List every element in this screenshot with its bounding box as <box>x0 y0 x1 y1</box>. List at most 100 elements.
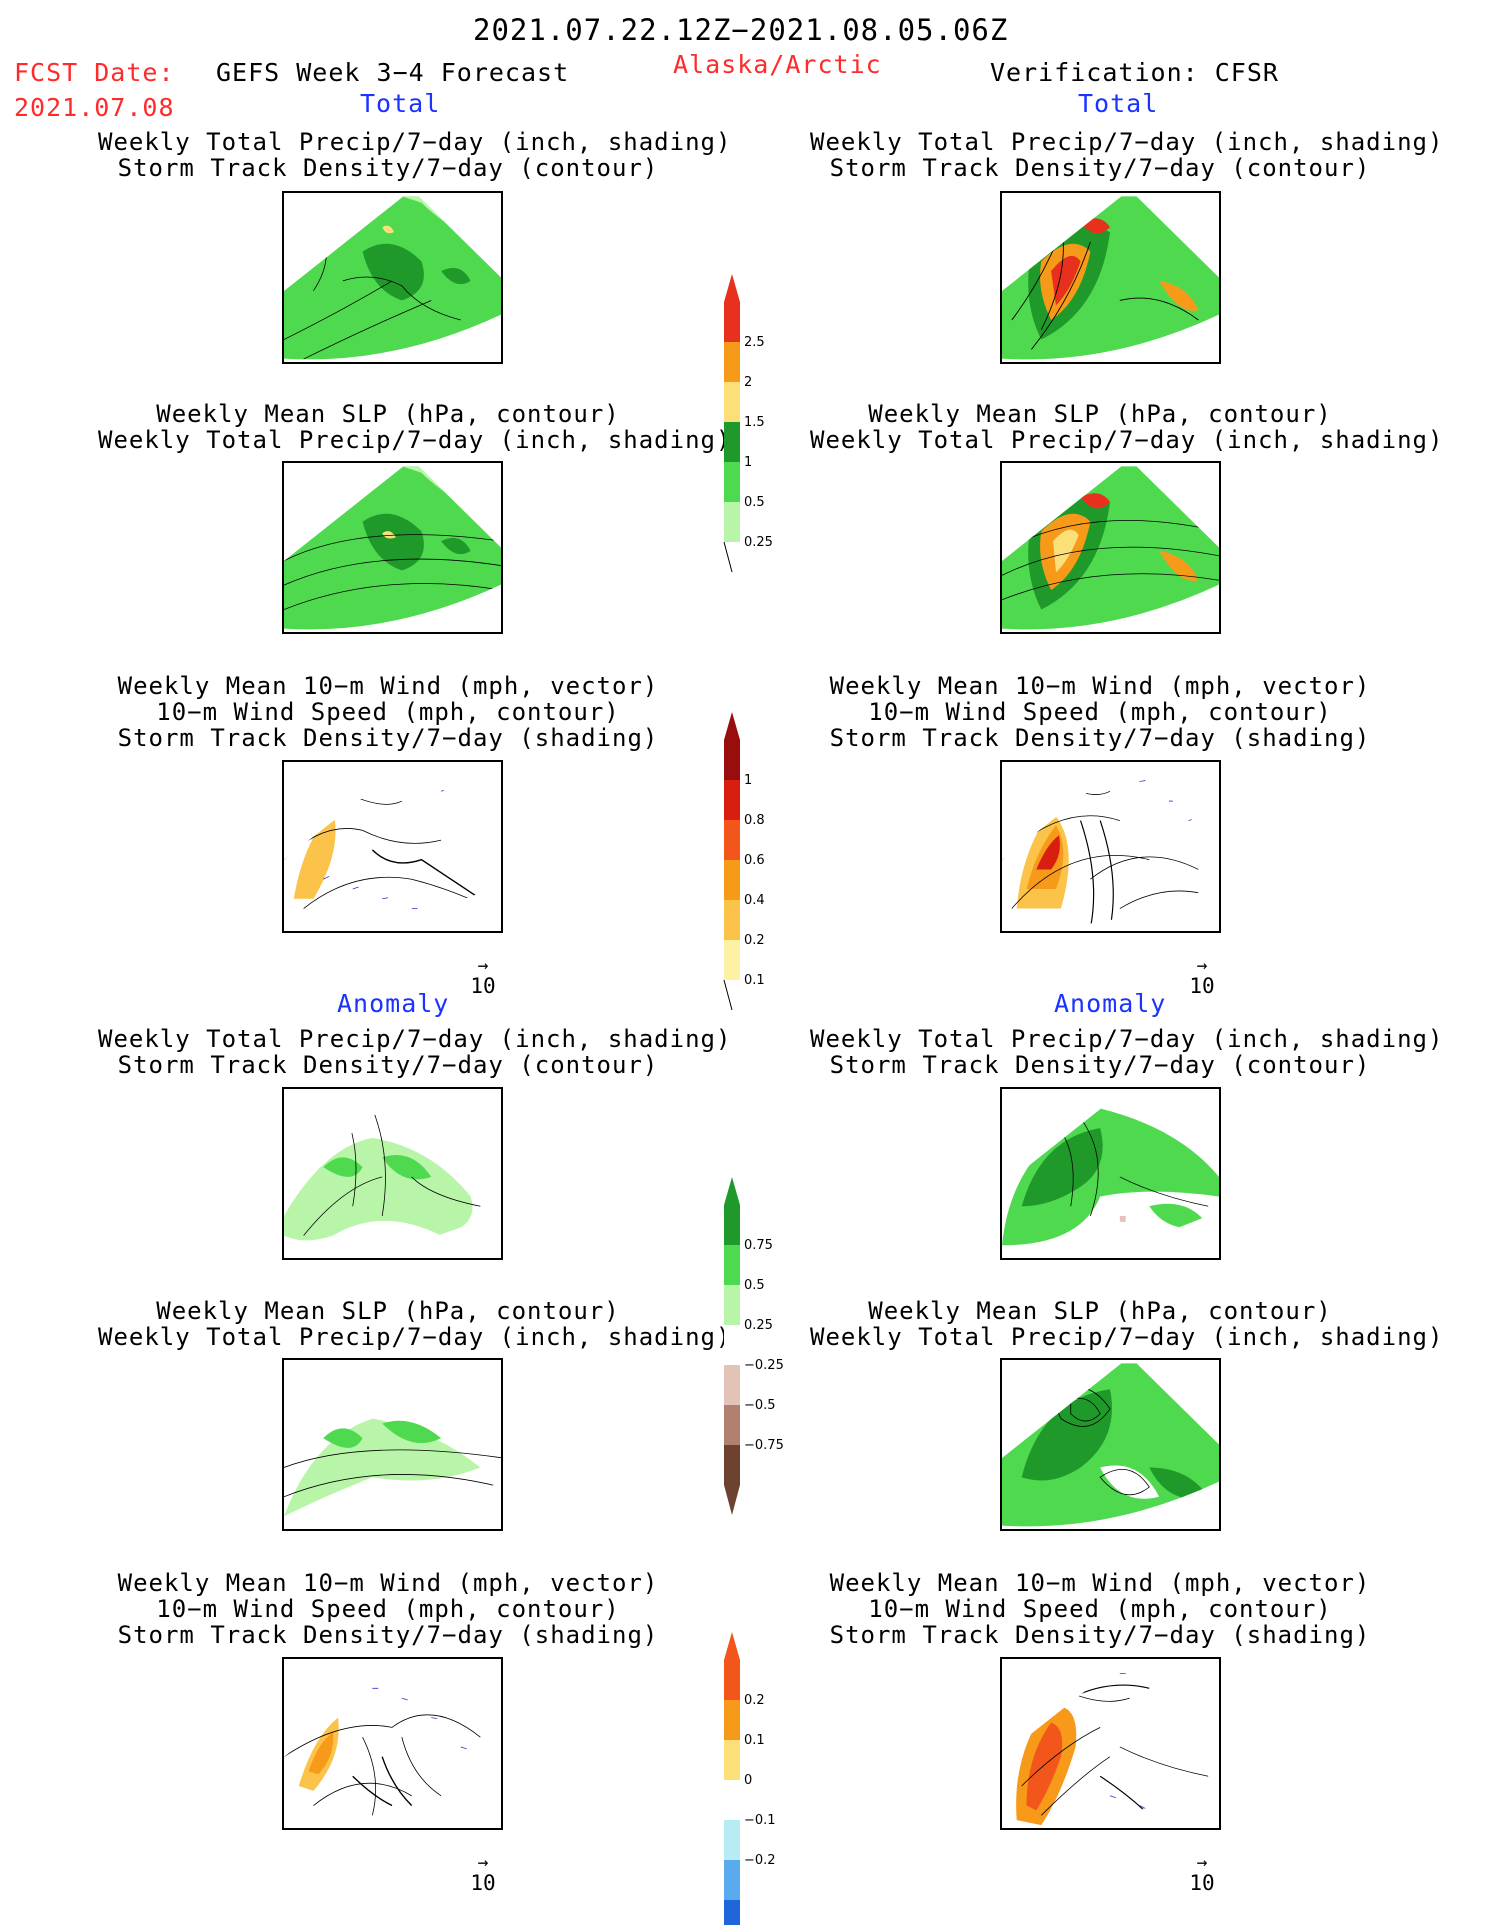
map-wind-total-fcst <box>282 760 503 933</box>
colorbar-segment <box>724 1405 740 1445</box>
vector-ref-anom-right: → 10 <box>1177 1854 1227 1896</box>
panel-title-line: Storm Track Density/7−day (contour) <box>829 1051 1371 1079</box>
period-title: 2021.07.22.12Z−2021.08.05.06Z <box>473 13 1009 47</box>
colorbar-segment <box>724 1700 740 1740</box>
colorbar-label: 0.2 <box>744 933 765 948</box>
colorbar-precip-anom: 0.75 0.5 0.25 −0.25 −0.5 −0.75 <box>724 1175 784 1515</box>
colorbar-storm-anom: 0.2 0.1 0 −0.1 −0.2 <box>724 1630 784 1925</box>
colorbar-label: 0.5 <box>744 495 765 510</box>
panel-title-line: Storm Track Density/7−day (contour) <box>829 154 1371 182</box>
colorbar-label: 0.1 <box>744 973 765 988</box>
arrow-right-icon: → <box>477 955 489 976</box>
model-label: GEFS Week 3−4 Forecast <box>216 58 570 87</box>
colorbar-top-triangle <box>724 1177 740 1205</box>
region-label: Alaska/Arctic <box>673 50 882 79</box>
colorbar-label: 1 <box>744 773 752 788</box>
panel-title-line: Storm Track Density/7−day (shading) <box>117 724 659 752</box>
panel-title-line: 10−m Wind Speed (mph, contour) <box>868 698 1332 726</box>
vector-ref-value: 10 <box>1189 974 1215 998</box>
panel-title-precip-storm-anom-right: Weekly Total Precip/7−day (inch, shading… <box>810 1025 1444 1079</box>
colorbar-precip-total: 2.5 2 1.5 1 0.5 0.25 <box>723 272 784 573</box>
colorbar-segment <box>724 1860 740 1900</box>
colorbar-label: 1.5 <box>744 415 765 430</box>
colorbar-segment <box>724 342 740 382</box>
colorbar-segment <box>724 900 740 940</box>
panel-title-line: 10−m Wind Speed (mph, contour) <box>868 1595 1332 1623</box>
fcst-date-value: 2021.07.08 <box>14 93 175 122</box>
colorbar-segment <box>724 1285 740 1325</box>
colorbar-label: −0.2 <box>744 1853 776 1868</box>
section-total-right: Total <box>1078 89 1159 118</box>
panel-title-slp-precip-total-right: Weekly Mean SLP (hPa, contour) Weekly To… <box>810 400 1442 453</box>
panel-title-line: Weekly Mean SLP (hPa, contour) <box>156 1297 620 1325</box>
fcst-date-label: FCST Date: <box>14 58 175 87</box>
colorbar-segment <box>724 302 740 342</box>
colorbar-segment <box>724 1205 740 1245</box>
panel-title-line: Storm Track Density/7−day (shading) <box>829 724 1371 752</box>
panel-title-slp-precip-total-left: Weekly Mean SLP (hPa, contour) Weekly To… <box>98 400 732 454</box>
vector-ref-total-right: → 10 <box>1177 955 1227 999</box>
panel-title-wind-anom-left: Weekly Mean 10−m Wind (mph, vector) 10−m… <box>98 1570 678 1648</box>
map-precip-storm-total-fcst <box>282 191 503 364</box>
verification-label: Verification: CFSR <box>990 58 1279 87</box>
arrow-right-icon: → <box>477 1852 489 1873</box>
vector-ref-value: 10 <box>470 974 496 998</box>
panel-title-slp-precip-anom-left: Weekly Mean SLP (hPa, contour) Weekly To… <box>98 1297 730 1350</box>
colorbar-bottom-triangle <box>724 1485 740 1515</box>
panel-title-line: Weekly Mean SLP (hPa, contour) <box>156 400 620 428</box>
vector-ref-value: 10 <box>1189 1871 1215 1895</box>
panel-title-line: Weekly Mean 10−m Wind (mph, vector) <box>117 672 659 700</box>
colorbar-segment <box>724 1245 740 1285</box>
colorbar-segment <box>724 462 740 502</box>
panel-title-line: 10−m Wind Speed (mph, contour) <box>156 1595 620 1623</box>
panel-title-line: Weekly Mean SLP (hPa, contour) <box>868 1297 1332 1325</box>
colorbar-label: 0.4 <box>744 893 765 908</box>
colorbar-segment <box>724 1740 740 1780</box>
panel-title-line: Weekly Total Precip/7−day (inch, shading… <box>98 426 732 454</box>
panel-title-precip-storm-total-right: Weekly Total Precip/7−day (inch, shading… <box>810 129 1442 182</box>
colorbar-top-triangle <box>724 712 740 740</box>
panel-title-line: Weekly Total Precip/7−day (inch, shading… <box>810 1323 1444 1351</box>
panel-title-line: 10−m Wind Speed (mph, contour) <box>156 698 620 726</box>
panel-title-line: Weekly Mean 10−m Wind (mph, vector) <box>829 672 1371 700</box>
colorbar-label: 0.2 <box>744 1693 765 1708</box>
section-total-left: Total <box>360 89 441 118</box>
colorbar-storm-total: 1 0.8 0.6 0.4 0.2 0.1 <box>723 710 784 1011</box>
panel-title-line: Weekly Mean 10−m Wind (mph, vector) <box>117 1569 659 1597</box>
colorbar-segment <box>724 1900 740 1925</box>
panel-title-line: Storm Track Density/7−day (contour) <box>117 154 659 182</box>
colorbar-label: 0.75 <box>744 1238 773 1253</box>
panel-title-line: Weekly Total Precip/7−day (inch, shading… <box>98 128 732 156</box>
map-wind-total-verif <box>1000 760 1221 933</box>
colorbar-label: −0.5 <box>744 1398 776 1413</box>
panel-title-precip-storm-total-left: Weekly Total Precip/7−day (inch, shading… <box>98 128 732 182</box>
colorbar-segment <box>724 860 740 900</box>
colorbar-bottom-tick <box>723 979 733 1011</box>
section-anomaly-left: Anomaly <box>337 989 450 1018</box>
colorbar-segment <box>724 1820 740 1860</box>
colorbar-label: 1 <box>744 455 752 470</box>
colorbar-segment <box>724 1365 740 1405</box>
panel-title-wind-anom-right: Weekly Mean 10−m Wind (mph, vector) 10−m… <box>810 1570 1390 1648</box>
colorbar-label: 2.5 <box>744 335 765 350</box>
colorbar-segment <box>724 780 740 820</box>
panel-title-line: Storm Track Density/7−day (shading) <box>829 1621 1371 1649</box>
vector-ref-total-left: → 10 <box>458 955 508 999</box>
colorbar-top-triangle <box>724 1632 740 1660</box>
colorbar-segment <box>724 502 740 542</box>
panel-title-line: Storm Track Density/7−day (shading) <box>117 1621 659 1649</box>
colorbar-label: −0.25 <box>744 1358 784 1373</box>
colorbar-bottom-tick <box>723 541 733 573</box>
vector-ref-value: 10 <box>470 1871 496 1895</box>
colorbar-segment <box>724 1780 740 1820</box>
colorbar-label: −0.75 <box>744 1438 784 1453</box>
map-slp-precip-anom-fcst <box>282 1358 503 1531</box>
colorbar-label: 0.5 <box>744 1278 765 1293</box>
panel-title-line: Weekly Mean SLP (hPa, contour) <box>868 400 1332 428</box>
colorbar-top-triangle <box>724 274 740 302</box>
colorbar-label: 2 <box>744 375 752 390</box>
panel-title-line: Storm Track Density/7−day (contour) <box>117 1051 659 1079</box>
map-slp-precip-anom-verif <box>1000 1358 1221 1531</box>
arrow-right-icon: → <box>1196 955 1208 976</box>
panel-title-line: Weekly Total Precip/7−day (inch, shading… <box>810 1025 1444 1053</box>
